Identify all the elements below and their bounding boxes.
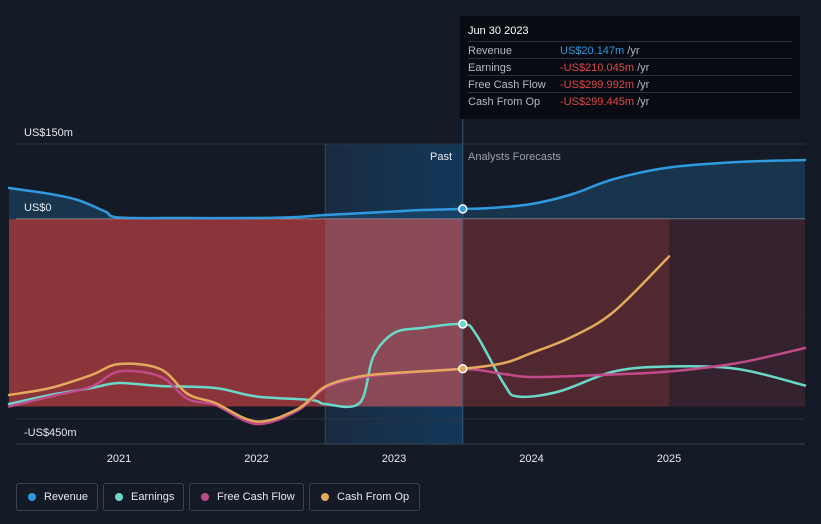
cash-from-op-line <box>7 255 671 423</box>
revenue-line <box>7 158 807 220</box>
y-axis-label-zero: US$0 <box>24 202 52 214</box>
y-axis-label-bottom: -US$450m <box>24 427 77 439</box>
tooltip-amount: -US$299.445m <box>560 96 634 108</box>
tooltip-amount: -US$299.992m <box>560 79 634 91</box>
legend-dot-icon <box>115 493 123 501</box>
tooltip-row-cash-from-op: Cash From Op -US$299.445m /yr <box>468 92 792 110</box>
tooltip-unit: /yr <box>637 79 650 91</box>
legend-dot-icon <box>201 493 209 501</box>
tooltip-amount: US$20.147m <box>560 45 625 57</box>
legend-dot-icon <box>28 493 36 501</box>
x-tick-label: 2025 <box>657 453 681 465</box>
earnings-marker <box>458 319 468 329</box>
tooltip-date: Jun 30 2023 <box>468 25 529 37</box>
legend-label: Cash From Op <box>337 491 410 503</box>
revenue-area <box>9 160 805 219</box>
cash-from-op-marker <box>458 363 468 374</box>
past-region-label: Past <box>430 151 452 163</box>
tooltip-value: -US$210.045m /yr <box>560 62 649 74</box>
tooltip-label: Cash From Op <box>468 96 541 108</box>
legend-item-earnings[interactable]: Earnings <box>103 483 184 511</box>
tooltip-row-revenue: Revenue US$20.147m /yr <box>468 41 792 59</box>
forecast-region-label: Analysts Forecasts <box>468 151 561 163</box>
legend-item-revenue[interactable]: Revenue <box>16 483 98 511</box>
tooltip-value: -US$299.992m /yr <box>560 79 649 91</box>
loss-area-forecast <box>462 219 669 407</box>
legend-item-cash-from-op[interactable]: Cash From Op <box>309 483 420 511</box>
tooltip-value: -US$299.445m /yr <box>560 96 649 108</box>
tooltip-label: Earnings <box>468 62 512 74</box>
tooltip-value: US$20.147m /yr <box>560 45 640 57</box>
tooltip-row-earnings: Earnings -US$210.045m /yr <box>468 58 792 76</box>
legend-label: Revenue <box>44 491 89 503</box>
tooltip-unit: /yr <box>637 62 650 74</box>
earnings-line <box>7 322 807 409</box>
legend-label: Free Cash Flow <box>217 491 295 503</box>
legend-label: Earnings <box>131 491 175 503</box>
tooltip-row-free-cash-flow: Free Cash Flow -US$299.992m /yr <box>468 75 792 93</box>
tooltip-unit: /yr <box>637 96 650 108</box>
legend-dot-icon <box>321 493 329 501</box>
legend-item-free-cash-flow[interactable]: Free Cash Flow <box>189 483 304 511</box>
free-cash-flow-line <box>7 346 807 426</box>
tooltip-unit: /yr <box>627 45 640 57</box>
tooltip-amount: -US$210.045m <box>560 62 634 74</box>
tooltip: Jun 30 2023 Revenue US$20.147m /yr Earni… <box>460 16 800 119</box>
x-tick-label: 2022 <box>244 453 268 465</box>
x-tick-label: 2024 <box>519 453 543 465</box>
x-tick-label: 2021 <box>107 453 131 465</box>
loss-area-tail <box>669 219 805 407</box>
x-tick-label: 2023 <box>382 453 406 465</box>
tooltip-label: Revenue <box>468 45 513 57</box>
tooltip-label: Free Cash Flow <box>468 79 546 91</box>
y-axis-label-top: US$150m <box>24 127 73 139</box>
revenue-marker <box>458 204 468 214</box>
